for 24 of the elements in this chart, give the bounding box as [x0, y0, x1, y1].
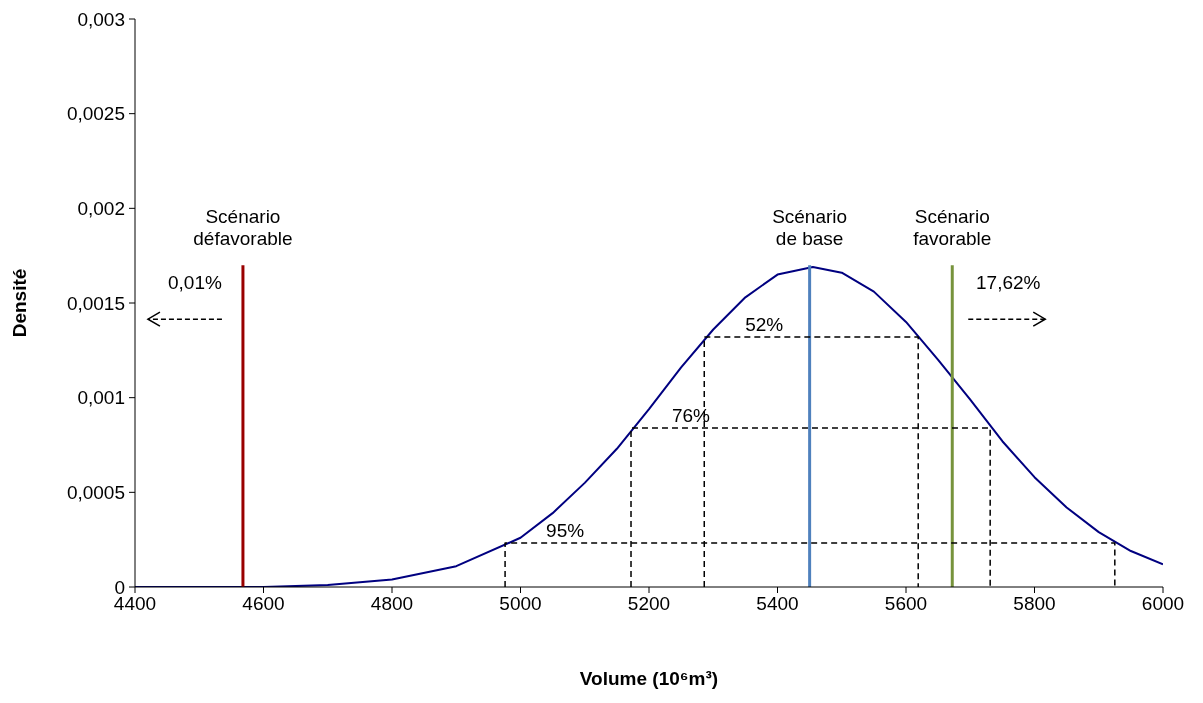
y-tick-label: 0,002 [77, 198, 125, 220]
series-label: Scénario de base [772, 206, 848, 250]
annotation: 0,01% [168, 272, 222, 294]
y-tick-label: 0,001 [77, 387, 125, 409]
x-tick-label: 5600 [884, 593, 928, 615]
series-label: Scénario défavorable [193, 206, 293, 250]
y-tick-label: 0,0025 [66, 103, 125, 125]
series-label: 95% [546, 520, 585, 542]
x-tick-label: 5400 [756, 593, 799, 615]
x-tick-label: 4600 [242, 593, 285, 615]
y-axis-title: Densité [9, 268, 30, 338]
x-axis-title: Volume (10⁶m³) [579, 668, 719, 689]
x-tick-label: 5200 [627, 593, 671, 615]
y-tick-label: 0,0015 [66, 292, 125, 314]
x-tick-label: 6000 [1141, 593, 1185, 615]
series-label: Scénario favorable [913, 206, 992, 250]
series-label: 52% [745, 314, 784, 336]
x-tick-label: 5800 [1013, 593, 1056, 615]
y-tick-label: 0,0005 [66, 482, 125, 504]
x-tick-label: 4800 [370, 593, 414, 615]
y-tick-label: 0,003 [77, 8, 125, 30]
annotation: 17,62% [976, 272, 1041, 294]
series-label: 76% [671, 404, 711, 426]
x-tick-label: 5000 [499, 593, 542, 615]
